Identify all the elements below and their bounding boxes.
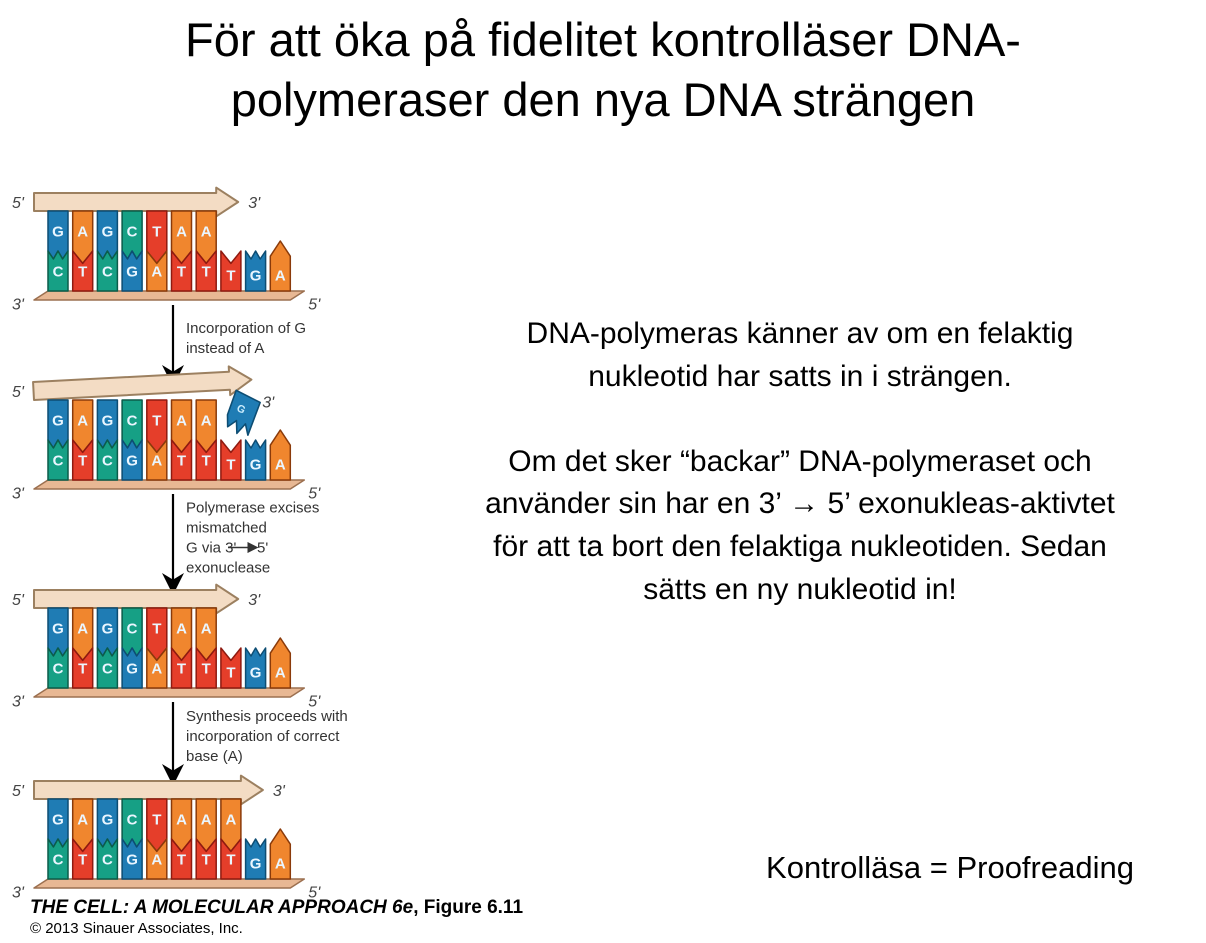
svg-text:incorporation of correct: incorporation of correct — [186, 728, 340, 745]
svg-text:G: G — [250, 457, 262, 474]
svg-text:G: G — [52, 224, 64, 241]
svg-text:Synthesis proceeds with: Synthesis proceeds with — [186, 708, 348, 725]
svg-text:T: T — [226, 268, 235, 285]
svg-text:A: A — [176, 812, 187, 829]
svg-text:T: T — [226, 457, 235, 474]
svg-text:T: T — [177, 453, 186, 470]
svg-text:G: G — [250, 665, 262, 682]
svg-text:A: A — [176, 224, 187, 241]
svg-text:C: C — [127, 413, 138, 430]
svg-text:T: T — [202, 852, 211, 869]
svg-text:3': 3' — [12, 486, 25, 503]
svg-text:G: G — [126, 661, 138, 678]
svg-text:A: A — [275, 665, 286, 682]
svg-text:A: A — [77, 413, 88, 430]
svg-text:Incorporation of G: Incorporation of G — [186, 320, 306, 337]
svg-text:A: A — [77, 812, 88, 829]
svg-text:G: G — [102, 621, 114, 638]
svg-text:3': 3' — [12, 694, 25, 711]
svg-text:A: A — [151, 264, 162, 281]
svg-text:3': 3' — [12, 297, 25, 314]
svg-text:3': 3' — [273, 783, 286, 800]
svg-text:G: G — [52, 413, 64, 430]
svg-text:C: C — [53, 264, 64, 281]
svg-text:A: A — [151, 453, 162, 470]
svg-text:base (A): base (A) — [186, 748, 243, 765]
svg-text:T: T — [152, 224, 161, 241]
svg-text:C: C — [53, 661, 64, 678]
svg-text:instead of A: instead of A — [186, 340, 264, 357]
svg-text:3': 3' — [262, 394, 275, 411]
svg-text:3': 3' — [248, 592, 261, 609]
svg-text:G: G — [250, 268, 262, 285]
svg-text:A: A — [225, 812, 236, 829]
svg-text:A: A — [151, 661, 162, 678]
svg-text:A: A — [275, 856, 286, 873]
svg-text:T: T — [78, 264, 87, 281]
svg-text:T: T — [152, 621, 161, 638]
svg-text:5': 5' — [257, 540, 268, 557]
svg-text:A: A — [151, 852, 162, 869]
svg-text:A: A — [201, 812, 212, 829]
svg-text:C: C — [127, 224, 138, 241]
svg-text:C: C — [53, 453, 64, 470]
svg-text:5': 5' — [12, 783, 25, 800]
svg-text:C: C — [127, 621, 138, 638]
svg-text:3': 3' — [248, 195, 261, 212]
svg-text:A: A — [176, 413, 187, 430]
svg-text:A: A — [201, 224, 212, 241]
svg-text:G: G — [102, 812, 114, 829]
svg-text:C: C — [127, 812, 138, 829]
svg-text:5': 5' — [12, 384, 25, 401]
svg-text:C: C — [53, 852, 64, 869]
svg-text:exonuclease: exonuclease — [186, 560, 270, 577]
svg-text:T: T — [78, 453, 87, 470]
svg-text:T: T — [226, 665, 235, 682]
svg-text:T: T — [202, 661, 211, 678]
svg-text:5': 5' — [308, 297, 321, 314]
svg-text:T: T — [78, 661, 87, 678]
svg-text:T: T — [226, 852, 235, 869]
svg-text:A: A — [176, 621, 187, 638]
svg-text:G: G — [102, 224, 114, 241]
svg-text:C: C — [102, 453, 113, 470]
svg-text:5': 5' — [12, 195, 25, 212]
svg-text:A: A — [201, 413, 212, 430]
svg-text:T: T — [177, 661, 186, 678]
svg-text:G: G — [126, 264, 138, 281]
svg-text:3': 3' — [12, 885, 25, 902]
svg-text:G: G — [126, 852, 138, 869]
svg-text:G: G — [102, 413, 114, 430]
svg-text:mismatched: mismatched — [186, 520, 267, 537]
svg-text:T: T — [202, 264, 211, 281]
svg-text:5': 5' — [12, 592, 25, 609]
svg-text:T: T — [152, 812, 161, 829]
svg-text:T: T — [78, 852, 87, 869]
svg-text:A: A — [77, 621, 88, 638]
svg-text:G: G — [250, 856, 262, 873]
svg-text:T: T — [177, 264, 186, 281]
svg-text:Polymerase excises: Polymerase excises — [186, 500, 319, 517]
svg-text:A: A — [77, 224, 88, 241]
svg-text:C: C — [102, 852, 113, 869]
svg-text:A: A — [275, 268, 286, 285]
svg-text:G: G — [52, 621, 64, 638]
svg-text:T: T — [152, 413, 161, 430]
svg-text:A: A — [275, 457, 286, 474]
svg-text:T: T — [202, 453, 211, 470]
svg-text:A: A — [201, 621, 212, 638]
svg-text:G: G — [126, 453, 138, 470]
svg-text:T: T — [177, 852, 186, 869]
svg-text:G: G — [52, 812, 64, 829]
svg-text:C: C — [102, 264, 113, 281]
svg-text:C: C — [102, 661, 113, 678]
